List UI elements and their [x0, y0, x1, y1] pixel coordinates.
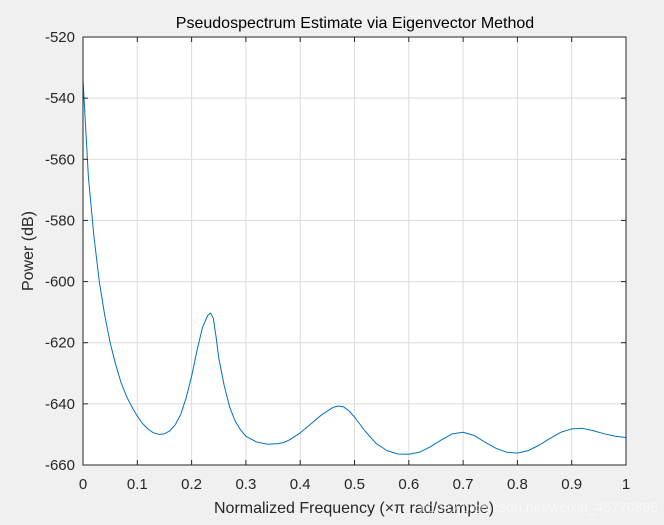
x-tick-label: 0.7: [453, 476, 474, 493]
x-axis-label: Normalized Frequency (×π rad/sample): [214, 500, 494, 517]
x-tick-label: 0.8: [507, 476, 528, 493]
y-tick-label: -540: [45, 90, 75, 107]
y-tick-label: -600: [45, 274, 75, 291]
x-tick-label: 0.3: [235, 476, 256, 493]
x-tick-label: 0.1: [127, 476, 148, 493]
x-tick-label: 0.9: [561, 476, 582, 493]
x-tick-label: 0.4: [290, 476, 311, 493]
watermark: https://blog.csdn.net/weixin_45770896: [420, 499, 658, 515]
y-tick-label: -640: [45, 396, 75, 413]
x-tick-label: 0.2: [181, 476, 202, 493]
y-tick-label: -520: [45, 29, 75, 46]
pseudospectrum-line: [82, 79, 627, 455]
y-tick-labels: -520 -540 -560 -580 -600 -620 -640 -660: [45, 29, 75, 474]
y-tick-label: -660: [45, 457, 75, 474]
axis-ticks: [82, 36, 627, 466]
chart-title: Pseudospectrum Estimate via Eigenvector …: [176, 15, 534, 32]
data-series: [82, 79, 627, 455]
y-tick-label: -620: [45, 335, 75, 352]
x-tick-label: 1: [622, 476, 630, 493]
x-tick-label: 0.5: [344, 476, 365, 493]
y-tick-label: -560: [45, 151, 75, 168]
y-axis-label: Power (dB): [20, 211, 37, 291]
x-tick-label: 0.6: [398, 476, 419, 493]
x-tick-label: 0: [79, 476, 87, 493]
y-tick-label: -580: [45, 212, 75, 229]
x-tick-labels: 0 0.1 0.2 0.3 0.4 0.5 0.6 0.7 0.8 0.9 1: [79, 476, 630, 493]
